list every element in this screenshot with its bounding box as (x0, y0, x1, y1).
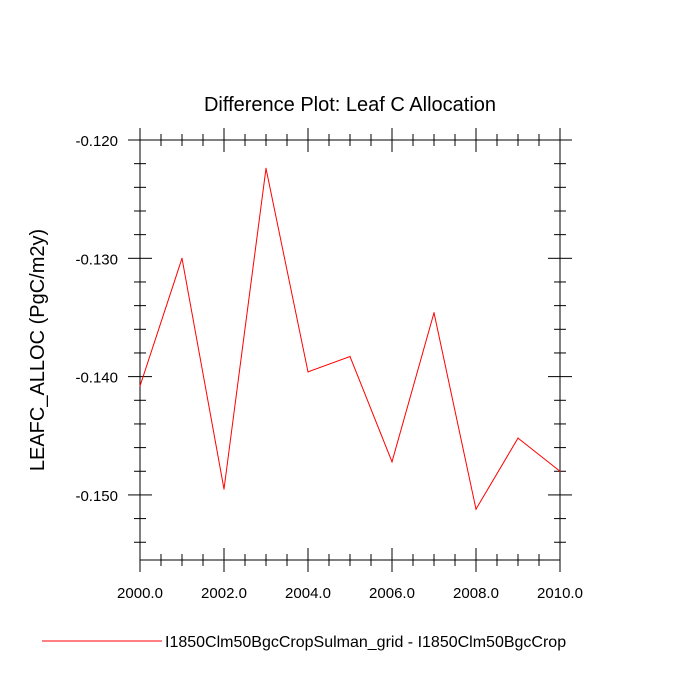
legend: I1850Clm50BgcCropSulman_grid - I1850Clm5… (42, 634, 566, 651)
chart-title: Difference Plot: Leaf C Allocation (204, 94, 496, 116)
data-point (433, 312, 435, 314)
data-point (559, 470, 561, 472)
x-tick-label: 2004.0 (285, 585, 331, 602)
data-point (139, 385, 141, 387)
x-tick-label: 2000.0 (117, 585, 163, 602)
data-point (391, 461, 393, 463)
plot-frame (139, 139, 561, 561)
data-point (307, 371, 309, 373)
x-tick-label: 2008.0 (453, 585, 499, 602)
x-tick-label: 2010.0 (537, 585, 583, 602)
data-point (223, 488, 225, 490)
series-lines (139, 167, 561, 511)
data-point (475, 508, 477, 510)
x-tick-label: 2006.0 (369, 585, 415, 602)
tick-labels: 2000.0 2002.0 2004.0 2006.0 2008.0 2010.0 -0.1… (75, 133, 582, 602)
data-point (517, 437, 519, 439)
axis-ticks (128, 128, 572, 572)
y-tick-label: -0.130 (75, 251, 118, 268)
data-point (349, 355, 351, 358)
x-tick-label: 2002.0 (201, 585, 247, 602)
y-axis-label: LEAFC_ALLOC (PgC/m2y) (27, 229, 49, 471)
y-tick-label: -0.140 (75, 370, 118, 387)
y-tick-label: -0.120 (75, 133, 118, 150)
series-line (139, 168, 561, 511)
y-tick-label: -0.150 (75, 488, 118, 505)
data-point (181, 257, 183, 259)
data-point (265, 167, 267, 169)
legend-label: I1850Clm50BgcCropSulman_grid - I1850Clm5… (165, 634, 566, 651)
